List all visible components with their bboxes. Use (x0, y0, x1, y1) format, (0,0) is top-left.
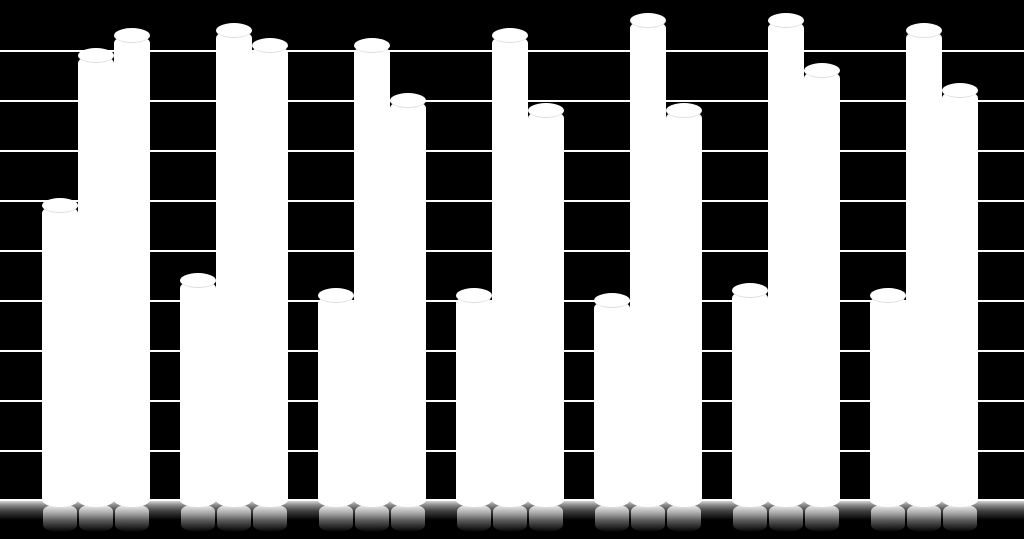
bar-group (456, 0, 563, 500)
bar-cylinder (318, 295, 354, 500)
bar-cylinder (252, 45, 288, 500)
bar-cylinder (180, 280, 216, 500)
bar-cylinder (390, 100, 426, 500)
bar-cylinder (216, 30, 252, 500)
bar-cylinder (456, 295, 492, 500)
bar-cylinder (114, 35, 150, 500)
bar-group (870, 0, 977, 500)
bar-cylinder (732, 290, 768, 500)
bar-cylinder (804, 70, 840, 500)
bar-cylinder (942, 90, 978, 500)
bar-group (732, 0, 839, 500)
bar-cylinder (630, 20, 666, 500)
chart-bars-layer (0, 0, 1024, 500)
bar-cylinder (768, 20, 804, 500)
bar-cylinder (870, 295, 906, 500)
bar-cylinder (78, 55, 114, 500)
bar-cylinder (492, 35, 528, 500)
cylinder-bar-chart (0, 0, 1024, 539)
bar-cylinder (666, 110, 702, 500)
bar-cylinder (594, 300, 630, 500)
chart-floor-edge (0, 499, 1024, 501)
bar-group (318, 0, 425, 500)
bar-group (42, 0, 149, 500)
plot-area (0, 0, 1024, 500)
bar-cylinder (354, 45, 390, 500)
bar-group (180, 0, 287, 500)
bar-cylinder (528, 110, 564, 500)
bar-cylinder (42, 205, 78, 500)
bar-cylinder (906, 30, 942, 500)
bar-group (594, 0, 701, 500)
